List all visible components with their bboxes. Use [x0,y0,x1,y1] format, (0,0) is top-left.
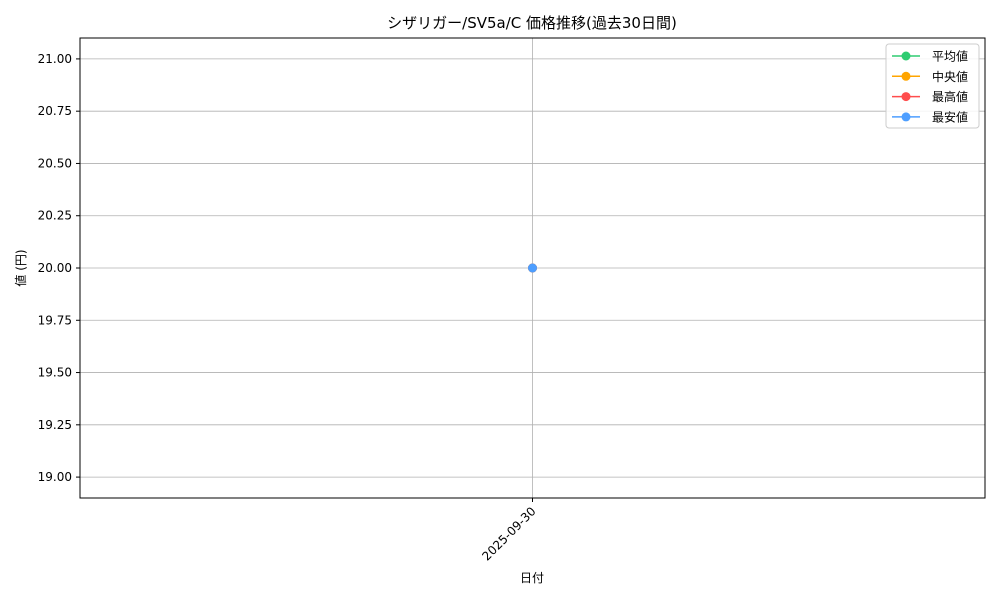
x-axis-label: 日付 [520,571,544,585]
legend-box [885,43,980,129]
x-axis-ticks: 2025-09-30 [479,498,539,563]
legend-marker [901,92,911,102]
y-tick-label: 20.50 [38,156,72,170]
series-marks [528,263,537,273]
legend-label: 平均値 [932,49,968,64]
y-tick-label: 19.50 [38,366,72,380]
legend-marker [901,71,911,81]
data-point [528,263,537,273]
y-tick-label: 19.00 [38,470,72,484]
plot-frame [79,37,986,499]
y-tick-label: 20.25 [38,209,72,223]
y-axis-label: 値 (円) [13,249,28,286]
y-tick-label: 19.25 [38,418,72,432]
y-tick-label: 21.00 [38,52,72,66]
legend-label: 最安値 [932,109,968,124]
y-axis-ticks: 19.00 19.25 19.50 19.75 20.00 20.25 20.50 20.75… [38,52,80,484]
y-tick-label: 19.75 [38,313,72,327]
x-tick-label: 2025-09-30 [479,504,538,563]
legend-marker [901,51,911,61]
chart-title: シザリガー/SV5a/C 価格推移(過去30日間) [387,14,677,32]
y-tick-label: 20.75 [38,104,72,118]
legend-label: 中央値 [932,69,968,84]
legend-marker [901,112,911,122]
y-tick-label: 20.00 [38,261,72,275]
legend-label: 最高値 [932,89,968,104]
